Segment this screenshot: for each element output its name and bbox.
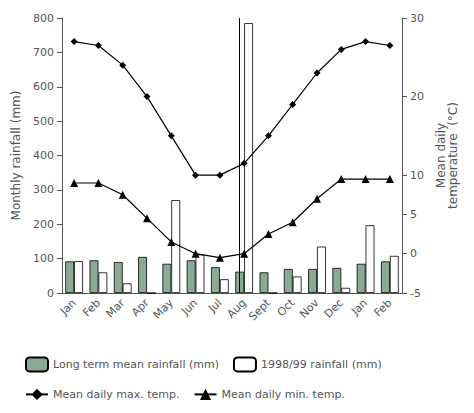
svg-text:May: May	[151, 296, 177, 322]
svg-text:Nov: Nov	[297, 296, 322, 321]
svg-text:20: 20	[410, 90, 424, 103]
svg-text:Feb: Feb	[80, 296, 103, 319]
svg-text:Dec: Dec	[322, 296, 346, 320]
svg-text:Long term mean rainfall (mm): Long term mean rainfall (mm)	[53, 358, 219, 371]
svg-text:Jan: Jan	[57, 296, 79, 318]
svg-text:Apr: Apr	[129, 296, 152, 319]
svg-text:10: 10	[410, 169, 424, 182]
svg-text:Mar: Mar	[103, 296, 127, 320]
svg-text:Feb: Feb	[372, 296, 395, 319]
svg-text:100: 100	[33, 252, 54, 265]
svg-text:Jan: Jan	[348, 296, 370, 318]
svg-text:Mean daily: Mean daily	[433, 122, 448, 189]
svg-text:30: 30	[410, 12, 424, 25]
svg-text:0: 0	[47, 287, 54, 300]
svg-text:Monthly rainfall (mm): Monthly rainfall (mm)	[9, 91, 23, 221]
svg-text:Mean daily max. temp.: Mean daily max. temp.	[53, 388, 180, 401]
svg-text:Aug: Aug	[224, 296, 248, 320]
svg-text:500: 500	[33, 115, 54, 128]
svg-text:Jun: Jun	[178, 296, 200, 318]
svg-text:600: 600	[33, 80, 54, 93]
svg-text:-5: -5	[410, 287, 421, 300]
svg-text:400: 400	[33, 149, 54, 162]
svg-text:Sept: Sept	[246, 296, 273, 323]
svg-text:Mean daily min. temp.: Mean daily min. temp.	[222, 388, 345, 401]
svg-text:5: 5	[410, 208, 417, 221]
svg-text:temperature (°C): temperature (°C)	[446, 102, 460, 209]
svg-text:Jul: Jul	[205, 296, 224, 315]
svg-text:800: 800	[33, 12, 54, 25]
svg-text:700: 700	[33, 46, 54, 59]
svg-text:200: 200	[33, 218, 54, 231]
svg-text:1998/99 rainfall (mm): 1998/99 rainfall (mm)	[261, 358, 382, 371]
svg-text:Oct: Oct	[275, 296, 298, 319]
svg-text:300: 300	[33, 183, 54, 196]
svg-text:0: 0	[410, 247, 417, 260]
